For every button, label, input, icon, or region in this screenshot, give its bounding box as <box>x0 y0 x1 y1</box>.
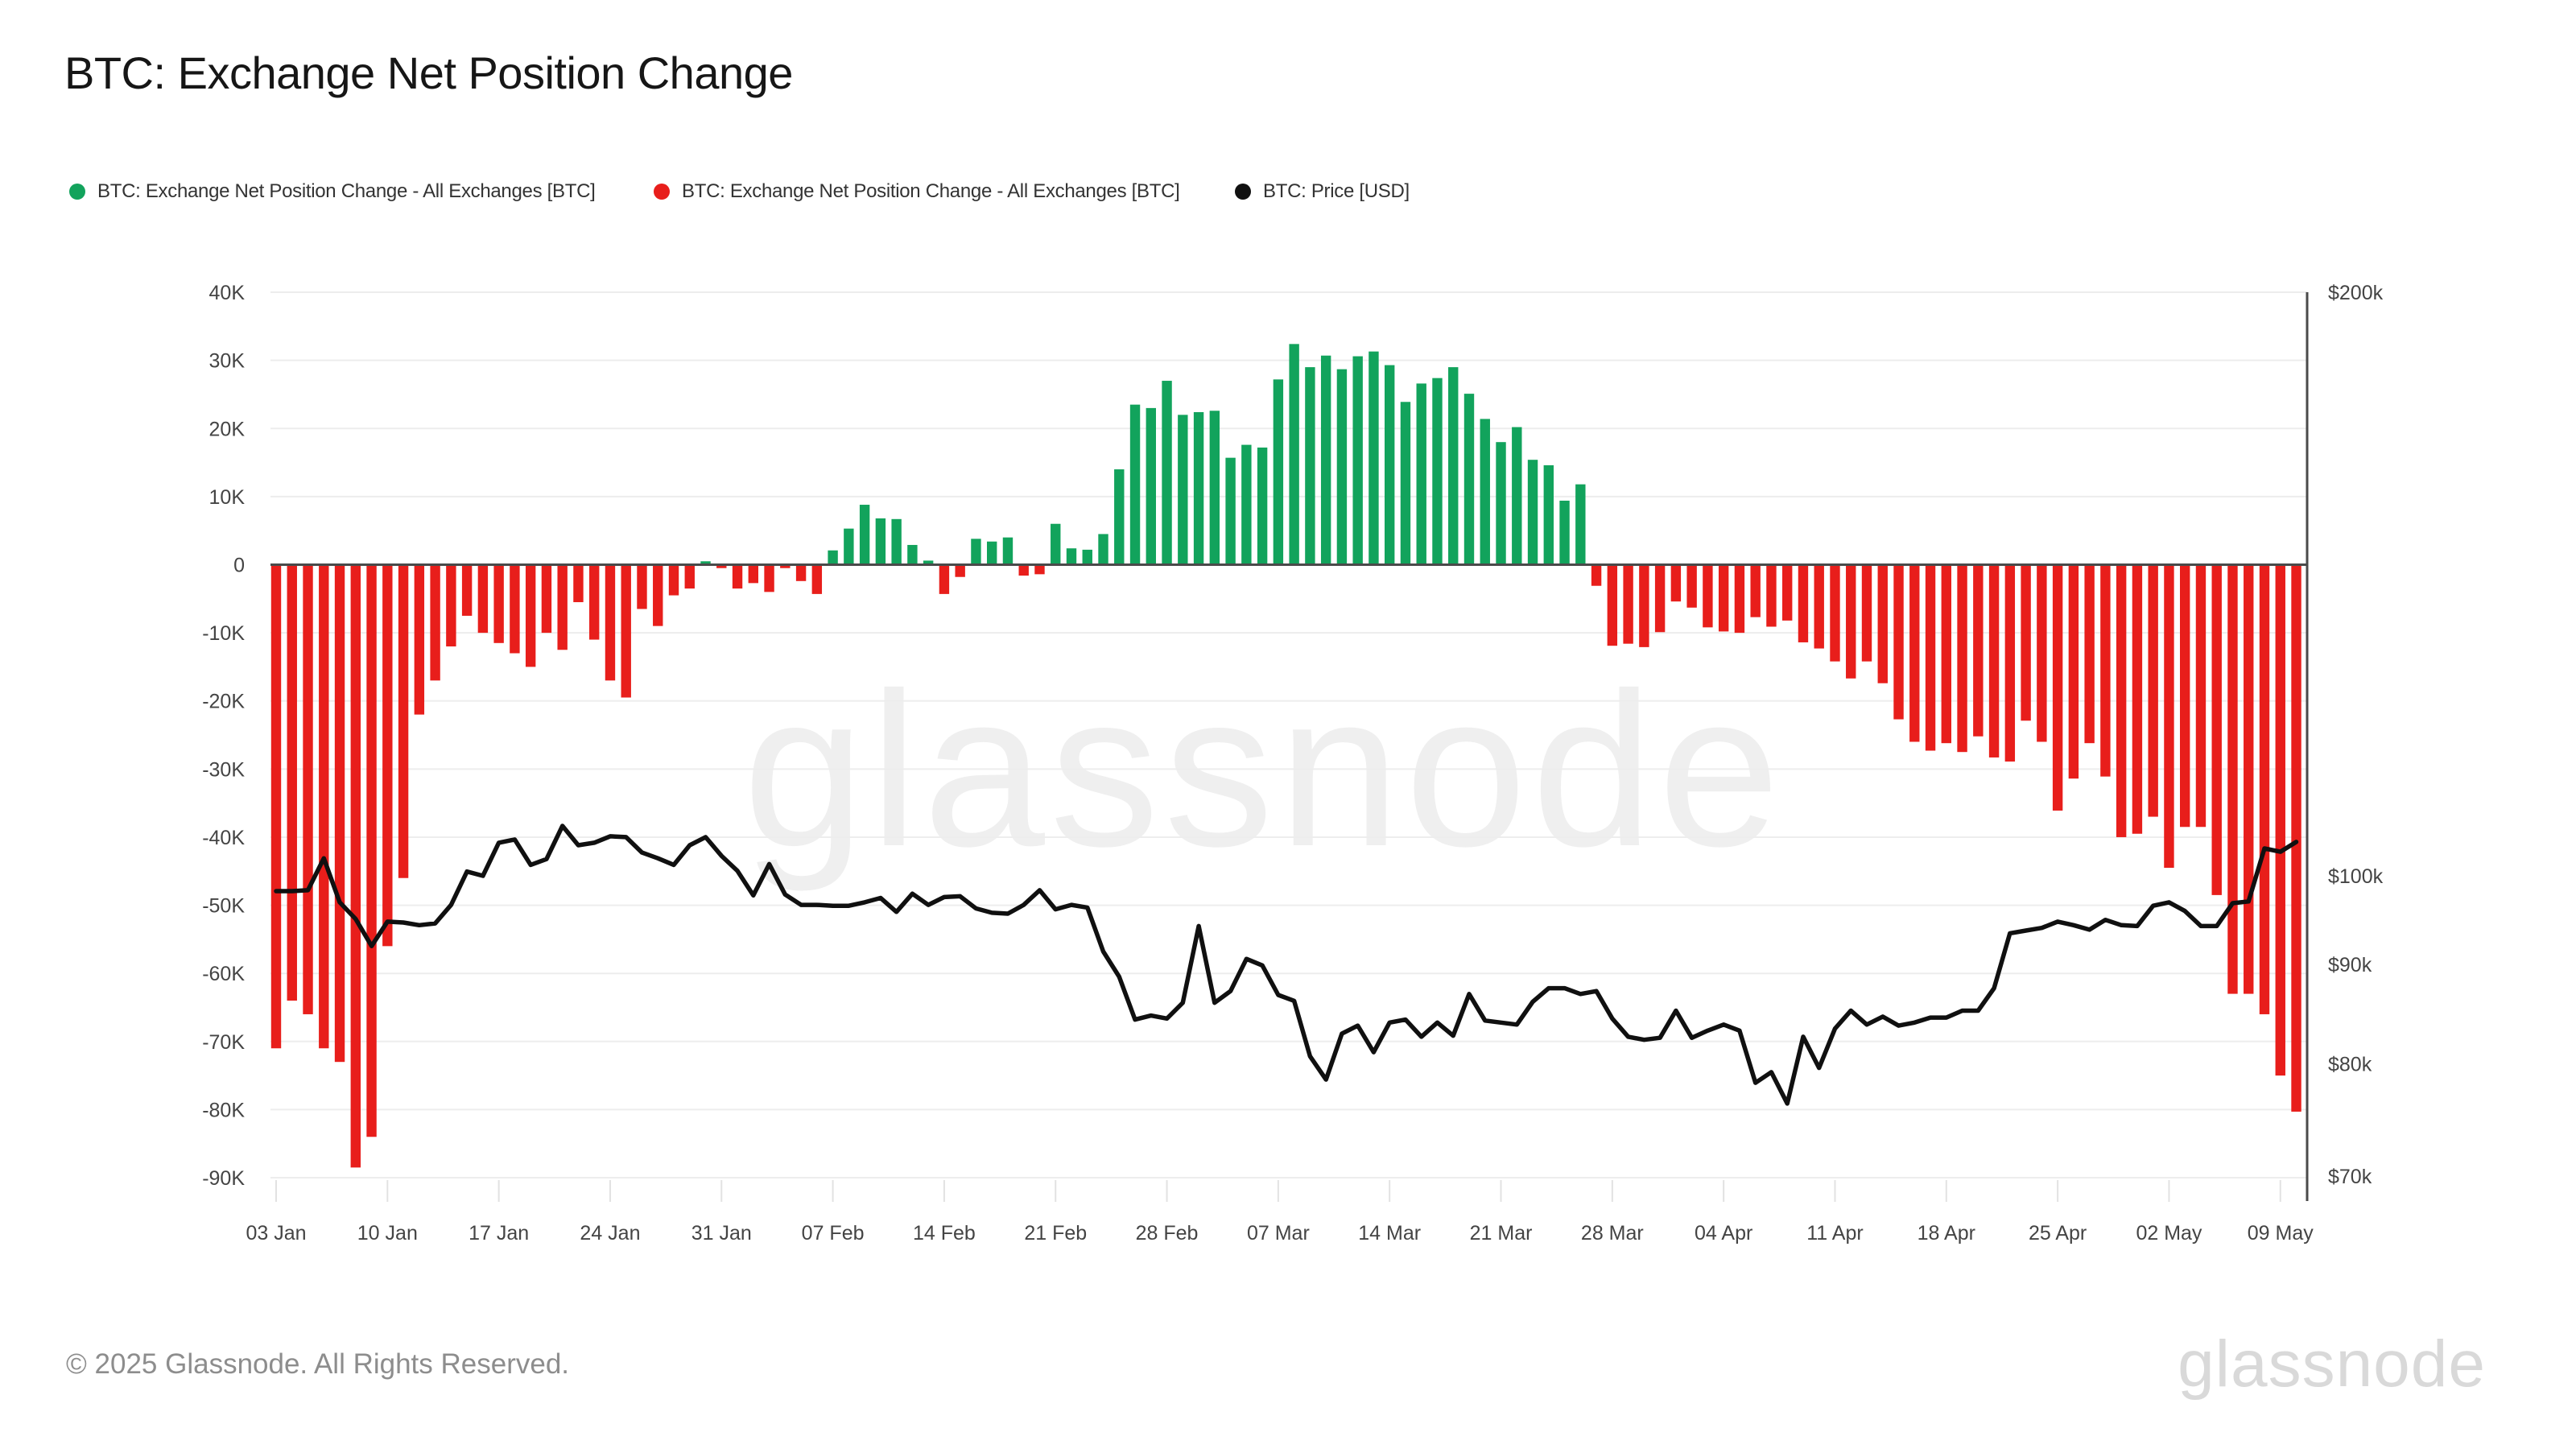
glassnode-logo[interactable]: glassnode <box>2178 1327 2486 1401</box>
svg-text:11 Apr: 11 Apr <box>1806 1222 1863 1245</box>
page-title: BTC: Exchange Net Position Change <box>64 47 793 98</box>
svg-text:$70k: $70k <box>2328 1166 2372 1188</box>
svg-text:-70K: -70K <box>202 1031 245 1054</box>
legend-marker-red-icon <box>654 184 670 200</box>
legend-item-netposition-green[interactable]: BTC: Exchange Net Position Change - All … <box>69 175 596 208</box>
svg-text:$80k: $80k <box>2328 1053 2372 1075</box>
svg-text:17 Jan: 17 Jan <box>469 1222 529 1245</box>
svg-text:21 Mar: 21 Mar <box>1470 1222 1533 1245</box>
svg-text:$200k: $200k <box>2328 282 2384 304</box>
x-axis-labels: 03 Jan 10 Jan 17 Jan 24 Jan 31 Jan 07 Feb 14 F… <box>246 1222 2314 1245</box>
legend-item-price[interactable]: BTC: Price [USD] <box>1235 175 1410 208</box>
svg-text:03 Jan: 03 Jan <box>246 1222 306 1245</box>
svg-text:28 Mar: 28 Mar <box>1581 1222 1644 1245</box>
svg-text:14 Mar: 14 Mar <box>1358 1222 1421 1245</box>
svg-text:14 Feb: 14 Feb <box>913 1222 976 1245</box>
svg-text:07 Mar: 07 Mar <box>1247 1222 1310 1245</box>
svg-text:$90k: $90k <box>2328 954 2372 976</box>
svg-text:21 Feb: 21 Feb <box>1024 1222 1087 1245</box>
svg-text:18 Apr: 18 Apr <box>1918 1222 1975 1245</box>
svg-text:-90K: -90K <box>202 1167 245 1190</box>
x-tick-marks <box>275 1180 2281 1202</box>
svg-text:-10K: -10K <box>202 622 245 645</box>
svg-text:04 Apr: 04 Apr <box>1695 1222 1752 1245</box>
svg-text:-20K: -20K <box>202 691 245 713</box>
svg-text:10K: 10K <box>209 486 246 509</box>
gridlines <box>270 291 2307 1179</box>
watermark-glassnode: glassnode <box>743 647 1785 894</box>
svg-text:$100k: $100k <box>2328 865 2384 888</box>
legend-item-label: BTC: Price [USD] <box>1263 180 1410 202</box>
svg-text:10 Jan: 10 Jan <box>357 1222 418 1245</box>
svg-text:24 Jan: 24 Jan <box>580 1222 640 1245</box>
svg-text:-60K: -60K <box>202 963 245 985</box>
svg-text:30K: 30K <box>209 350 246 373</box>
legend: BTC: Exchange Net Position Change - All … <box>0 175 2576 208</box>
svg-text:09 May: 09 May <box>2248 1222 2314 1245</box>
svg-text:25 Apr: 25 Apr <box>2029 1222 2087 1245</box>
right-axis-labels: $200k $100k $90k $80k $70k <box>2328 282 2384 1188</box>
legend-item-label: BTC: Exchange Net Position Change - All … <box>97 180 596 202</box>
svg-text:31 Jan: 31 Jan <box>691 1222 752 1245</box>
svg-text:07 Feb: 07 Feb <box>802 1222 865 1245</box>
legend-marker-green-icon <box>69 184 85 200</box>
svg-text:0: 0 <box>233 555 245 577</box>
svg-text:20K: 20K <box>209 418 246 440</box>
svg-text:40K: 40K <box>209 282 246 304</box>
legend-item-netposition-red[interactable]: BTC: Exchange Net Position Change - All … <box>654 175 1180 208</box>
bars-series-net-position-change[interactable] <box>270 344 2301 1168</box>
svg-text:28 Feb: 28 Feb <box>1136 1222 1199 1245</box>
left-axis-labels: 40K 30K 20K 10K 0 -10K -20K -30K -40K -50K -60K -70… <box>202 282 245 1190</box>
copyright-text: © 2025 Glassnode. All Rights Reserved. <box>66 1348 570 1380</box>
svg-text:02 May: 02 May <box>2136 1222 2202 1245</box>
svg-text:-50K: -50K <box>202 895 245 918</box>
legend-item-label: BTC: Exchange Net Position Change - All … <box>682 180 1180 202</box>
legend-marker-black-icon <box>1235 184 1251 200</box>
svg-text:-80K: -80K <box>202 1099 245 1121</box>
price-line[interactable] <box>274 824 2299 1106</box>
svg-text:-30K: -30K <box>202 758 245 781</box>
svg-text:-40K: -40K <box>202 827 245 849</box>
